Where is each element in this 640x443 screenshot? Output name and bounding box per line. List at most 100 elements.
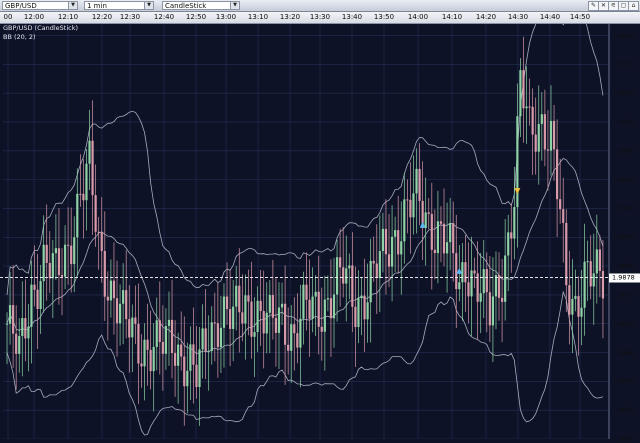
candle	[335, 239, 339, 322]
candle	[88, 109, 91, 190]
candle	[522, 36, 525, 143]
candle	[464, 234, 467, 313]
candle	[485, 252, 488, 333]
candle	[595, 214, 598, 304]
candle	[189, 326, 192, 401]
candle	[204, 289, 207, 379]
candle	[549, 85, 553, 176]
candle	[421, 161, 424, 260]
time-axis	[0, 12, 640, 24]
candle	[195, 326, 198, 399]
price-tick-label: 1.9875	[612, 290, 635, 299]
candle	[516, 83, 519, 248]
timeframe-select[interactable]: 1 min ▼	[84, 1, 154, 10]
candle	[54, 214, 57, 280]
candle	[305, 252, 308, 331]
time-tick-label: 14:00	[407, 13, 429, 21]
time-tick-label: 13:20	[279, 13, 301, 21]
up-arrow-marker	[456, 267, 463, 274]
time-tick-label: 13:50	[373, 13, 395, 21]
candle	[378, 215, 381, 313]
candle	[369, 238, 372, 343]
candle	[507, 214, 510, 292]
time-tick-label: 14:20	[475, 13, 497, 21]
candle	[562, 177, 565, 263]
candle	[103, 211, 106, 322]
candle	[137, 283, 140, 404]
bb-middle-line	[6, 157, 604, 355]
candle	[427, 197, 430, 229]
candle	[387, 213, 391, 287]
candle	[452, 201, 455, 282]
candle	[397, 195, 400, 274]
up-arrow-marker	[419, 221, 426, 228]
candle	[256, 286, 259, 352]
candle	[271, 259, 274, 340]
candle	[366, 263, 369, 343]
candle	[445, 202, 449, 293]
time-tick-label: 12:00	[23, 13, 45, 21]
home-tool-icon[interactable]: ⌂	[628, 1, 639, 11]
candle	[97, 216, 100, 270]
candle	[598, 235, 601, 298]
candle	[302, 271, 305, 345]
candle	[284, 265, 287, 385]
candle	[27, 304, 30, 372]
symbol-select-value: GBP/USD	[5, 2, 37, 10]
candle	[18, 318, 21, 373]
candle	[546, 110, 550, 191]
candle	[513, 166, 516, 260]
candle	[311, 267, 314, 333]
chevron-down-icon[interactable]: ▼	[230, 2, 239, 9]
candle	[12, 264, 15, 368]
candle	[586, 240, 589, 301]
symbol-select[interactable]: GBP/USD ▼	[2, 1, 78, 10]
candle	[201, 304, 204, 379]
series-legend: GBP/USD (CandleStick)	[3, 24, 79, 32]
candle	[433, 209, 436, 280]
candle	[100, 197, 103, 283]
candle	[299, 284, 302, 388]
candle	[161, 305, 164, 391]
indicator-legend: BB (20, 2)	[3, 33, 36, 41]
candle	[63, 225, 67, 290]
candle	[210, 306, 213, 365]
candle	[183, 316, 186, 426]
candle	[580, 270, 583, 346]
candle	[241, 274, 244, 342]
chart-type-select[interactable]: CandleStick ▼	[162, 1, 240, 10]
time-tick-label: 14:50	[569, 13, 591, 21]
candle	[488, 256, 491, 343]
candle	[186, 342, 189, 414]
candle	[198, 327, 201, 426]
candlestick-series	[5, 36, 605, 426]
chart-type-select-value: CandleStick	[165, 2, 207, 10]
candle	[76, 168, 79, 277]
candle	[290, 304, 293, 383]
candle	[21, 281, 24, 377]
candle	[476, 241, 479, 340]
candle	[479, 252, 482, 334]
candle	[415, 148, 418, 234]
candle	[238, 248, 241, 353]
candle	[400, 201, 403, 295]
candle	[320, 287, 323, 361]
chevron-down-icon[interactable]: ▼	[144, 2, 153, 9]
candle	[164, 308, 168, 370]
candle	[449, 197, 452, 271]
candle	[314, 275, 317, 336]
candle	[293, 297, 296, 371]
candle	[219, 296, 223, 373]
candle	[577, 276, 580, 356]
chevron-down-icon[interactable]: ▼	[68, 2, 77, 9]
candle	[375, 224, 378, 314]
time-tick-label: 13:10	[247, 13, 269, 21]
current-price-badge: 1.9878	[609, 273, 640, 283]
candle	[556, 119, 559, 237]
candle	[565, 209, 568, 312]
candle	[351, 232, 354, 333]
candle	[79, 154, 82, 207]
time-tick-label: 12:50	[185, 13, 207, 21]
price-tick-label: 1.9900	[612, 146, 635, 155]
candle	[235, 266, 238, 331]
